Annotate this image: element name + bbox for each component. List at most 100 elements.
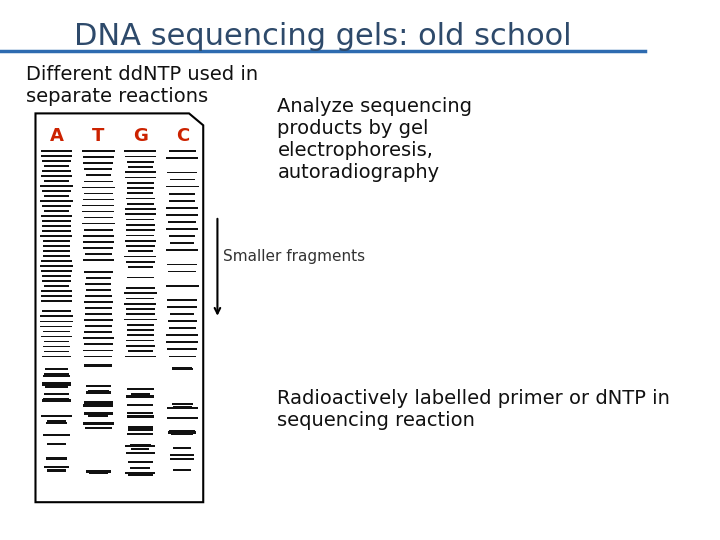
Bar: [83, 241, 114, 242]
Bar: [82, 223, 115, 225]
Bar: [166, 407, 198, 409]
Bar: [40, 235, 73, 237]
Bar: [124, 292, 157, 294]
Bar: [45, 384, 68, 386]
Bar: [42, 220, 71, 222]
Bar: [85, 313, 112, 315]
Bar: [84, 343, 113, 345]
Bar: [127, 474, 153, 476]
Bar: [127, 329, 154, 331]
Bar: [166, 285, 199, 287]
Bar: [44, 211, 69, 212]
Bar: [173, 406, 192, 408]
Bar: [83, 205, 114, 206]
Bar: [167, 264, 197, 265]
Bar: [168, 299, 197, 301]
Bar: [42, 280, 71, 282]
Bar: [128, 166, 153, 168]
Bar: [127, 192, 153, 194]
Bar: [169, 179, 195, 180]
Bar: [128, 266, 153, 268]
Bar: [125, 471, 156, 474]
Bar: [40, 200, 73, 202]
Bar: [125, 444, 156, 447]
Bar: [127, 182, 154, 184]
Bar: [166, 417, 198, 419]
Bar: [40, 176, 72, 177]
Bar: [88, 471, 109, 473]
Bar: [48, 386, 66, 388]
Bar: [43, 330, 70, 332]
Bar: [126, 224, 155, 226]
Bar: [125, 156, 156, 157]
Bar: [43, 397, 69, 400]
Bar: [125, 171, 156, 173]
Bar: [125, 240, 156, 241]
Bar: [41, 335, 72, 338]
Bar: [84, 401, 113, 403]
Text: C: C: [176, 127, 189, 145]
Bar: [47, 469, 66, 472]
Bar: [130, 444, 151, 446]
Bar: [41, 260, 72, 262]
Bar: [172, 403, 192, 405]
Bar: [44, 350, 69, 352]
Bar: [86, 392, 111, 394]
Bar: [169, 327, 196, 329]
Bar: [43, 240, 70, 242]
Bar: [84, 217, 113, 219]
Bar: [126, 287, 155, 289]
Bar: [125, 177, 156, 178]
Bar: [40, 321, 73, 322]
Bar: [171, 433, 193, 435]
Bar: [127, 433, 153, 435]
Bar: [42, 275, 71, 277]
Bar: [43, 374, 69, 376]
Bar: [42, 355, 71, 357]
Bar: [128, 251, 153, 252]
Bar: [46, 422, 66, 424]
Bar: [130, 393, 150, 395]
Bar: [127, 234, 154, 236]
Bar: [169, 200, 195, 201]
Bar: [41, 150, 72, 152]
Bar: [174, 447, 192, 449]
Bar: [82, 150, 114, 152]
Bar: [169, 150, 196, 152]
Bar: [167, 348, 197, 350]
Bar: [42, 160, 71, 162]
Bar: [171, 454, 194, 456]
Bar: [166, 249, 198, 251]
Bar: [170, 313, 194, 315]
Bar: [84, 247, 113, 248]
Bar: [41, 271, 72, 272]
Bar: [42, 225, 71, 227]
Bar: [42, 170, 71, 172]
Bar: [127, 395, 154, 397]
Bar: [132, 448, 149, 450]
Bar: [44, 165, 69, 167]
Bar: [42, 310, 71, 312]
Bar: [45, 286, 68, 287]
Bar: [85, 427, 112, 429]
Bar: [41, 291, 72, 292]
Bar: [127, 415, 154, 417]
Bar: [125, 355, 156, 357]
Bar: [41, 300, 72, 302]
Bar: [125, 150, 156, 152]
Bar: [83, 259, 114, 261]
Bar: [86, 470, 111, 472]
Bar: [168, 320, 197, 322]
Bar: [84, 229, 112, 231]
Text: Smaller fragments: Smaller fragments: [222, 249, 365, 264]
Bar: [169, 193, 195, 194]
Bar: [84, 332, 112, 333]
Bar: [125, 452, 155, 454]
Bar: [41, 415, 72, 417]
Bar: [84, 349, 114, 351]
Bar: [166, 207, 198, 208]
Bar: [84, 271, 112, 273]
Bar: [88, 389, 109, 392]
Text: T: T: [92, 127, 104, 145]
Bar: [84, 180, 112, 182]
